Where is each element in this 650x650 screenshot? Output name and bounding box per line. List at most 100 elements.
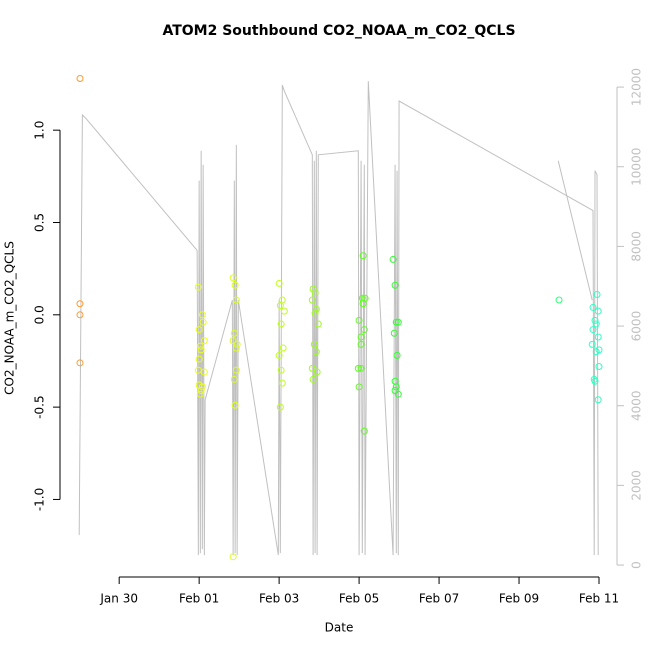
point (393, 351, 401, 359)
point (391, 387, 399, 395)
point (196, 390, 204, 398)
y2-tick-label: 2000 (630, 470, 644, 501)
point (276, 403, 284, 411)
point (308, 296, 316, 304)
point (389, 255, 397, 263)
point (354, 364, 362, 372)
point (198, 311, 206, 319)
y2-tick-label: 8000 (630, 231, 644, 262)
y-axis-label: CO2_NOAA_m_CO2_QCLS (3, 241, 17, 395)
point (595, 363, 603, 371)
point (196, 342, 204, 350)
x-tick-label: Feb 09 (499, 592, 539, 606)
point (359, 252, 367, 260)
point (309, 375, 317, 383)
point (361, 294, 369, 302)
point (279, 344, 287, 352)
x-tick-label: Feb 03 (259, 592, 299, 606)
point (391, 281, 399, 289)
point (195, 381, 203, 389)
y-tick-label: -0.5 (33, 395, 47, 418)
y2-tick-label: 6000 (630, 311, 644, 342)
point (392, 318, 400, 326)
point (280, 307, 288, 315)
y2-tick-label: 10000 (630, 148, 644, 186)
point (195, 326, 203, 334)
point (76, 74, 84, 82)
point (355, 383, 363, 391)
y-tick-label: 0.0 (33, 305, 47, 324)
point (275, 279, 283, 287)
chart-title: ATOM2 Southbound CO2_NOAA_m_CO2_QCLS (162, 23, 515, 39)
point (595, 346, 603, 354)
point (76, 300, 84, 308)
point (199, 318, 207, 326)
point (589, 303, 597, 311)
point (392, 383, 400, 391)
point (594, 396, 602, 404)
point (591, 377, 599, 385)
point (311, 289, 319, 297)
point (357, 364, 365, 372)
point (232, 366, 240, 374)
point (275, 351, 283, 359)
point (76, 359, 84, 367)
point (229, 553, 237, 561)
point (194, 366, 202, 374)
point (232, 296, 240, 304)
point (588, 340, 596, 348)
point (197, 346, 205, 354)
y2-tick-label: 4000 (630, 390, 644, 421)
point (231, 401, 239, 409)
point (309, 285, 317, 293)
point (311, 309, 319, 317)
point (555, 296, 563, 304)
point (593, 290, 601, 298)
point (233, 340, 241, 348)
point (313, 368, 321, 376)
point (232, 344, 240, 352)
y2-tick-label: 12000 (630, 68, 644, 106)
point (357, 340, 365, 348)
point (231, 281, 239, 289)
point (360, 427, 368, 435)
point (76, 311, 84, 319)
point (591, 316, 599, 324)
x-tick-label: Feb 07 (419, 592, 459, 606)
x-tick-label: Feb 01 (179, 592, 219, 606)
point (394, 318, 402, 326)
point (230, 375, 238, 383)
point (310, 340, 318, 348)
point (312, 348, 320, 356)
point (308, 364, 316, 372)
point (357, 333, 365, 341)
point (278, 379, 286, 387)
x-tick-label: Jan 30 (99, 592, 138, 606)
point (594, 307, 602, 315)
point (312, 305, 320, 313)
y2-tick-label: 0 (630, 561, 644, 569)
point (277, 320, 285, 328)
x-tick-label: Feb 05 (339, 592, 379, 606)
point (278, 296, 286, 304)
point (200, 337, 208, 345)
y-tick-label: 1.0 (33, 121, 47, 140)
x-tick-label: Feb 11 (579, 592, 619, 606)
point (277, 366, 285, 374)
point (594, 333, 602, 341)
point (592, 320, 600, 328)
point (355, 316, 363, 324)
y-tick-label: -1.0 (33, 488, 47, 511)
point (314, 320, 322, 328)
point (390, 329, 398, 337)
point (360, 326, 368, 334)
x-axis-label: Date (325, 621, 354, 635)
point (194, 283, 202, 291)
point (230, 329, 238, 337)
point (589, 326, 597, 334)
point (229, 274, 237, 282)
point (229, 337, 237, 345)
